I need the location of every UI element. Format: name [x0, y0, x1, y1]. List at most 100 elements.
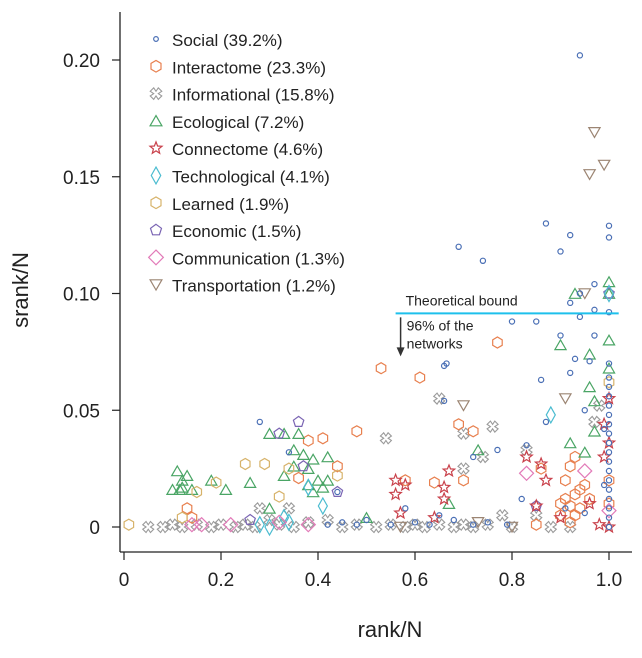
data-point [350, 518, 364, 532]
data-point [605, 430, 613, 437]
data-point [562, 505, 569, 512]
data-point [569, 450, 581, 464]
data-point [600, 481, 608, 489]
arrow-head-icon [396, 347, 405, 357]
data-point [443, 360, 450, 367]
data-point [582, 169, 597, 181]
data-point [605, 393, 613, 400]
legend-item: Technological (4.1%) [150, 165, 330, 187]
data-point [567, 369, 574, 377]
data-point [296, 448, 311, 460]
data-point [271, 514, 288, 531]
data-point [602, 333, 616, 346]
data-point [486, 420, 499, 433]
data-point [181, 502, 193, 515]
data-point [432, 392, 446, 405]
data-point [262, 502, 277, 514]
data-point [254, 515, 265, 534]
data-point [592, 517, 607, 531]
data-point [586, 358, 593, 365]
data-point [470, 453, 477, 461]
data-point [429, 476, 440, 489]
data-point [301, 515, 315, 529]
data-point [588, 415, 601, 429]
data-point [553, 510, 568, 524]
data-point [191, 485, 203, 499]
data-point [165, 483, 180, 495]
data-point [339, 519, 346, 526]
data-point [582, 347, 597, 360]
data-point [244, 513, 257, 526]
data-point [441, 463, 457, 478]
data-point [214, 518, 228, 532]
legend-item: Social (39.2%) [153, 31, 283, 50]
data-point [495, 508, 509, 522]
data-point [542, 220, 550, 227]
data-point [605, 514, 613, 521]
data-point [402, 505, 409, 512]
data-point [387, 521, 394, 528]
x-tick-label: 1.0 [596, 570, 622, 591]
data-point [300, 516, 317, 533]
data-point [479, 257, 487, 265]
data-point [603, 376, 615, 389]
data-point [324, 521, 331, 528]
data-point [481, 518, 495, 532]
data-point [321, 450, 335, 463]
data-point [256, 418, 263, 426]
legend-marker-icon [149, 279, 163, 292]
data-point [442, 497, 456, 509]
data-point [605, 383, 613, 391]
data-point [180, 469, 194, 481]
data-point [455, 243, 462, 250]
legend-marker-icon [149, 114, 163, 127]
y-tick-label: 0.20 [63, 51, 100, 72]
data-point [277, 469, 291, 481]
data-point [476, 450, 490, 464]
data-point [222, 516, 239, 533]
data-point [166, 518, 179, 532]
data-point [563, 520, 577, 534]
legend-marker-icon [150, 165, 162, 186]
data-point [287, 520, 301, 534]
data-point [492, 336, 503, 349]
data-point [283, 462, 295, 475]
data-point [303, 478, 314, 497]
data-point [291, 427, 306, 439]
data-point [471, 443, 485, 456]
data-point [285, 449, 293, 456]
data-point [259, 457, 270, 471]
legend: Social (39.2%) Interactome (23.3%) Informa… [147, 31, 345, 296]
data-point [587, 394, 602, 407]
data-point [505, 521, 519, 534]
data-point [457, 518, 470, 532]
networks-note-line2: networks [407, 335, 463, 351]
data-point [457, 427, 470, 440]
data-point [332, 469, 343, 482]
data-point [581, 509, 588, 517]
data-point [426, 521, 433, 528]
legend-label: Social (39.2%) [172, 31, 283, 50]
data-point [576, 313, 584, 321]
data-point [605, 477, 613, 484]
data-point [436, 512, 443, 519]
data-point [238, 518, 252, 532]
data-point [605, 467, 613, 475]
data-point [591, 280, 598, 288]
data-point [467, 425, 479, 438]
data-point [369, 520, 383, 534]
data-point [272, 518, 286, 532]
data-point [282, 501, 296, 515]
data-point [123, 518, 135, 531]
data-point [503, 521, 511, 528]
data-point [605, 222, 613, 229]
data-point [603, 474, 615, 487]
theoretical-bound-annotation: Theoretical bound 96% of the networks [395, 292, 619, 357]
data-point [253, 501, 267, 515]
x-axis-label: rank/N [358, 617, 423, 642]
data-point [484, 519, 491, 526]
data-point [574, 502, 586, 515]
data-point [538, 472, 554, 487]
data-point [311, 474, 325, 486]
data-point [176, 511, 188, 524]
